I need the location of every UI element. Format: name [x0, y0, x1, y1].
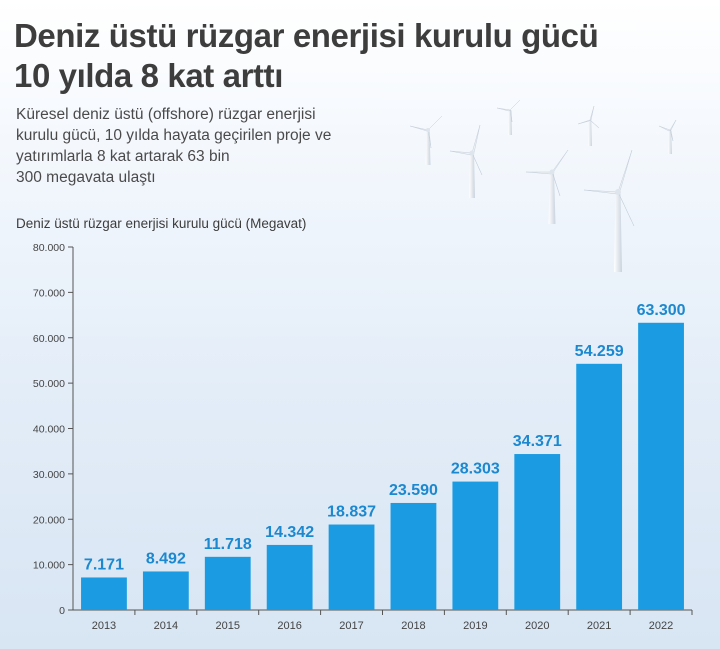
x-tick-label: 2015: [216, 620, 240, 632]
wind-turbine-icon: [496, 99, 521, 135]
y-tick-label: 30.000: [33, 469, 65, 481]
title-line-2: 10 yılda 8 kat arttı: [14, 57, 283, 94]
wind-turbine-icon: [525, 149, 569, 224]
subtitle-line-4: 300 megavata ulaştı: [16, 169, 156, 186]
x-tick-label: 2013: [92, 620, 116, 632]
data-label: 8.492: [146, 550, 186, 567]
bar: [266, 544, 313, 610]
bar: [328, 524, 375, 610]
subtitle: Küresel deniz üstü (offshore) rüzgar ene…: [16, 104, 396, 188]
x-tick-label: 2014: [154, 620, 178, 632]
y-tick-label: 80.000: [33, 242, 65, 254]
bar: [81, 577, 127, 610]
wind-turbine-icon: [583, 149, 635, 272]
data-label: 54.259: [575, 343, 624, 360]
title-line-1: Deniz üstü rüzgar enerjisi kurulu gücü: [14, 17, 599, 54]
subtitle-line-3: yatırımlarla 8 kat artarak 63 bin: [16, 148, 230, 165]
subtitle-line-1: Küresel deniz üstü (offshore) rüzgar ene…: [16, 106, 316, 123]
wind-turbine-icon: [658, 119, 677, 154]
data-label: 11.718: [204, 536, 252, 553]
y-tick-label: 60.000: [33, 333, 65, 345]
data-label: 28.303: [451, 461, 500, 478]
x-tick-label: 2018: [401, 620, 425, 632]
bar: [390, 502, 437, 610]
data-label: 23.590: [389, 482, 438, 499]
wind-turbine-icon: [409, 99, 677, 272]
wind-turbine-icon: [409, 115, 443, 165]
y-tick-label: 0: [59, 605, 65, 617]
bar: [638, 322, 684, 610]
x-tick-label: 2016: [277, 620, 301, 632]
x-tick-label: 2022: [649, 620, 673, 632]
y-axis-title: Deniz üstü rüzgar enerjisi kurulu gücü (…: [16, 216, 307, 231]
y-tick-label: 10.000: [33, 560, 65, 572]
page-title: Deniz üstü rüzgar enerjisi kurulu gücü 1…: [14, 16, 704, 96]
y-tick-label: 20.000: [33, 514, 65, 526]
x-tick-label: 2021: [587, 620, 611, 632]
data-label: 7.171: [84, 556, 124, 573]
bar: [204, 556, 251, 610]
bar: [576, 363, 623, 610]
x-tick-label: 2020: [525, 620, 549, 632]
bar: [142, 571, 189, 610]
x-tick-label: 2017: [339, 620, 363, 632]
data-label: 18.837: [327, 504, 376, 521]
wind-turbine-icon: [577, 105, 600, 146]
y-tick-label: 50.000: [33, 378, 65, 390]
bar: [514, 454, 561, 610]
x-tick-label: 2019: [463, 620, 487, 632]
data-label: 14.342: [265, 524, 314, 541]
data-label: 63.300: [637, 302, 686, 319]
wind-turbine-icon: [449, 124, 483, 198]
subtitle-line-2: kurulu gücü, 10 yılda hayata geçirilen p…: [16, 127, 332, 144]
y-tick-label: 70.000: [33, 287, 65, 299]
data-label: 34.371: [513, 433, 562, 450]
y-tick-label: 40.000: [33, 424, 65, 436]
bar: [452, 481, 499, 610]
